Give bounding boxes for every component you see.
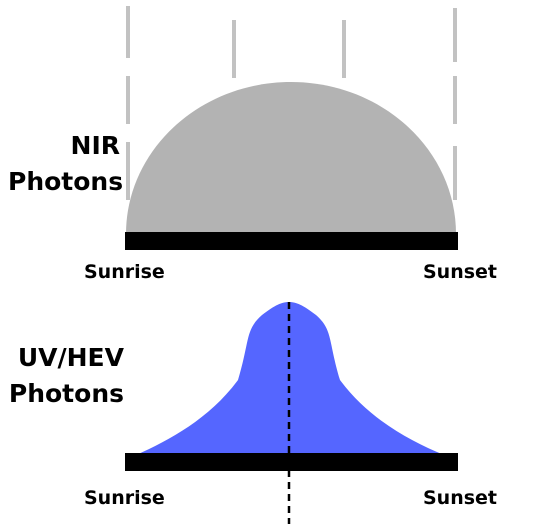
nir-photon-curve [126, 82, 456, 234]
nir-sunset-label: Sunset [422, 261, 497, 283]
uv-title-line1: UV/HEV [17, 343, 124, 372]
nir-sunrise-label: Sunrise [84, 261, 165, 283]
nir-title-line2: Photons [8, 167, 124, 196]
uv-panel-title: UV/HEV Photons [6, 340, 124, 412]
uv-title-line2: Photons [8, 379, 124, 408]
uv-sunrise-label: Sunrise [84, 487, 165, 509]
uv-baseline [125, 453, 458, 471]
nir-title-line1: NIR [70, 131, 120, 160]
nir-panel-title: NIR Photons [8, 128, 124, 200]
nir-rays [126, 6, 457, 200]
uv-sunset-label: Sunset [422, 487, 497, 509]
nir-baseline [125, 232, 458, 250]
